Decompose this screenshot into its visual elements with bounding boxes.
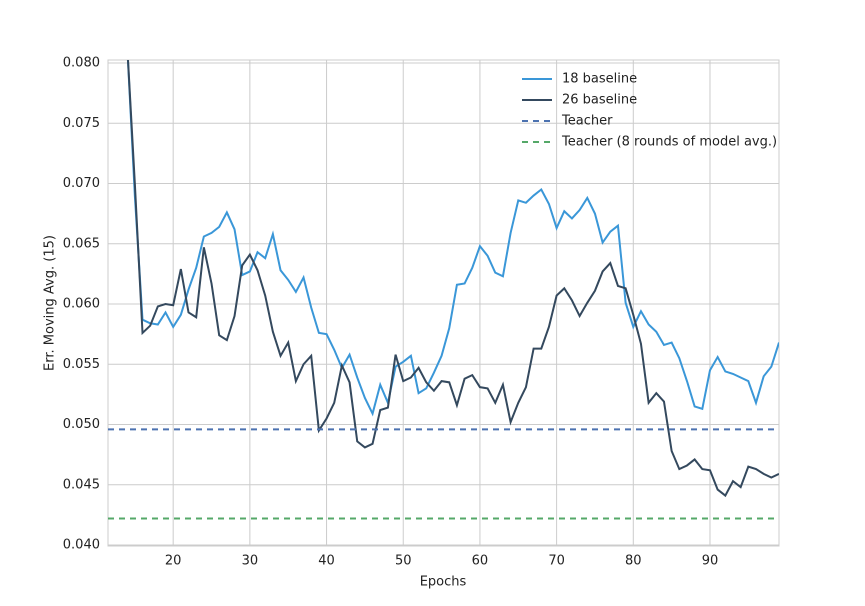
x-tick-label: 80 [625,554,642,569]
x-tick-label: 60 [472,554,489,569]
plot-area [107,59,780,547]
x-tick-label: 40 [318,554,335,569]
x-axis-label: Epochs [420,575,467,590]
labels: 0.040 0.045 0.050 0.055 0.060 0.065 0.070 0.075… [63,56,718,569]
legend: 18 baseline 26 baseline Teacher Teacher (8 … [522,72,777,150]
legend-label: 26 baseline [562,93,637,108]
y-tick-label: 0.080 [63,56,100,71]
y-axis-label: Err. Moving Avg. (15) [43,235,58,371]
grid [108,60,779,546]
x-tick-label: 90 [702,554,719,569]
y-tick-label: 0.050 [63,417,100,432]
y-tick-label: 0.040 [63,538,100,553]
lines [108,60,779,520]
legend-label: Teacher [561,114,613,129]
legend-label: Teacher (8 rounds of model avg.) [561,135,777,150]
series-line [127,60,779,498]
x-tick-label: 70 [548,554,565,569]
x-tick-label: 30 [242,554,259,569]
y-tick-label: 0.070 [63,176,100,191]
y-tick-label: 0.055 [63,357,100,372]
x-tick-label: 50 [395,554,412,569]
series-line [126,60,779,417]
y-tick-label: 0.065 [63,236,100,251]
y-tick-label: 0.045 [63,477,100,492]
y-tick-label: 0.060 [63,297,100,312]
y-tick-label: 0.075 [63,116,100,131]
x-tick-label: 20 [165,554,182,569]
legend-label: 18 baseline [562,72,637,87]
